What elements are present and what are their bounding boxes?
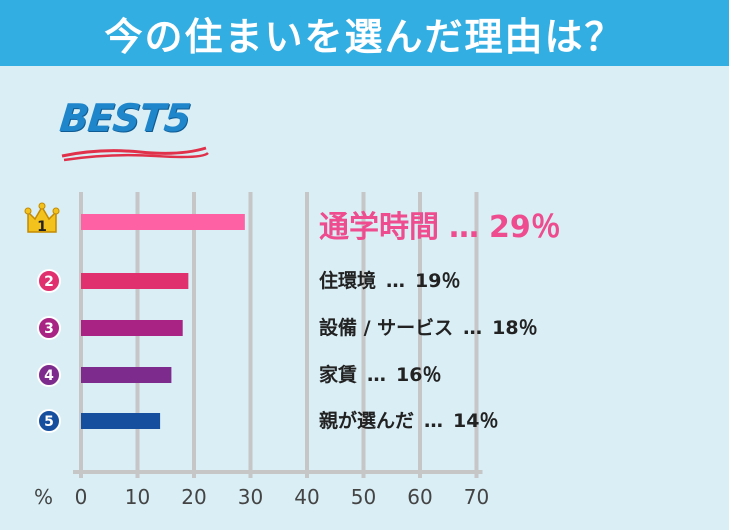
separator: … (449, 210, 479, 245)
value-label: 16％ (396, 364, 442, 386)
chart-title: 今の住まいを選んだ理由は？ (104, 14, 625, 59)
number-circle-icon (37, 316, 61, 340)
category-label: 家賃 (319, 364, 358, 386)
bar (81, 367, 172, 383)
bar (81, 273, 189, 289)
category-label: 通学時間 (319, 210, 439, 245)
separator: … (424, 410, 444, 432)
x-tick-label: 0 (75, 485, 88, 509)
number-circle-icon (37, 363, 61, 387)
bar (81, 214, 245, 230)
separator: … (367, 364, 387, 386)
x-tick-label: 70 (464, 485, 489, 509)
x-tick-label: 50 (351, 485, 376, 509)
bar (81, 413, 161, 429)
category-label: 設備 / サービス (319, 317, 454, 339)
category-label: 住環境 (319, 270, 377, 292)
best5-underline (61, 146, 209, 162)
bar-label: 家賃 … 16％ (319, 360, 441, 387)
value-label: 29％ (489, 210, 561, 245)
bar-label: 住環境 … 19％ (319, 266, 460, 293)
separator: … (386, 270, 406, 292)
bar (81, 320, 183, 336)
x-tick-label: 30 (238, 485, 263, 509)
header-banner: 今の住まいを選んだ理由は？ (0, 0, 729, 66)
x-tick-label: 40 (294, 485, 319, 509)
bar-label: 親が選んだ … 14％ (319, 406, 498, 433)
category-label: 親が選んだ (319, 410, 415, 432)
rank-number: 3 (44, 321, 54, 337)
value-label: 19％ (415, 270, 461, 292)
x-axis-unit: % (34, 485, 54, 509)
x-tick-label: 60 (407, 485, 432, 509)
value-label: 18％ (492, 317, 538, 339)
bar-label: 通学時間 … 29％ (319, 202, 561, 246)
rank-number: 5 (44, 414, 54, 430)
best5-badge: BEST5 (58, 96, 210, 166)
value-label: 14％ (453, 410, 499, 432)
number-circle-icon (37, 409, 61, 433)
rank-number: 4 (44, 368, 54, 384)
separator: … (463, 317, 483, 339)
rank-number: 1 (37, 219, 47, 235)
x-tick-label: 20 (181, 485, 206, 509)
number-circle-icon (37, 269, 61, 293)
x-tick-label: 10 (125, 485, 150, 509)
rank-number: 2 (44, 274, 54, 290)
crown-icon: 1 (24, 202, 60, 235)
bar-label: 設備 / サービス … 18％ (319, 313, 538, 340)
